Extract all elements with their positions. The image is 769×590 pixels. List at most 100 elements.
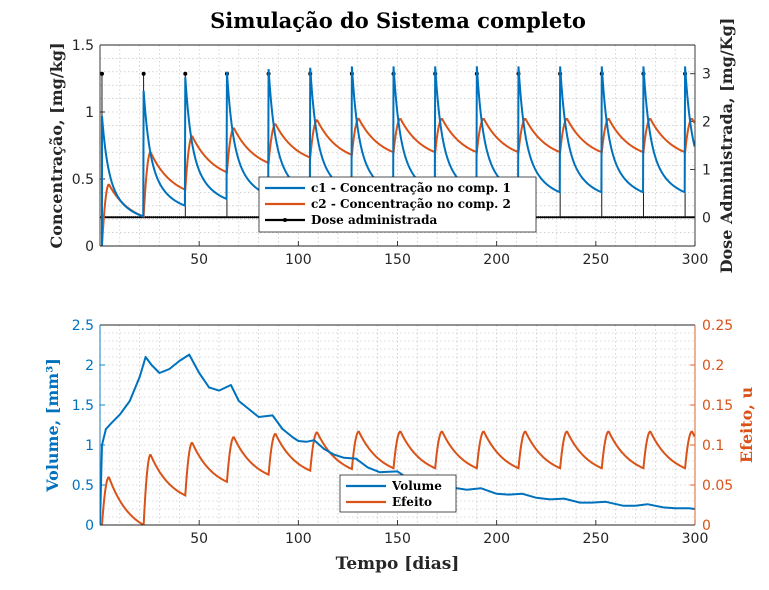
dose-marker	[656, 216, 659, 219]
y-tick-label: 0.5	[72, 172, 94, 188]
dose-marker	[650, 216, 653, 219]
dose-marker	[162, 216, 165, 219]
dose-marker	[648, 216, 651, 219]
dose-marker	[243, 216, 246, 219]
dose-marker	[132, 216, 135, 219]
y-tick-label: 1.5	[72, 398, 94, 414]
dose-marker	[114, 216, 117, 219]
dose-marker	[630, 216, 633, 219]
dose-marker	[176, 216, 179, 219]
y-right-tick-label: 0.2	[702, 358, 724, 374]
dose-marker	[660, 216, 663, 219]
y-right-tick-label: 0.05	[702, 478, 733, 494]
dose-marker	[168, 216, 171, 219]
y-tick-label: 1	[85, 438, 94, 454]
dose-marker	[541, 216, 544, 219]
dose-marker	[682, 216, 685, 219]
dose-marker	[188, 216, 191, 219]
dose-marker	[108, 216, 112, 219]
dose-marker	[120, 216, 123, 219]
dose-marker	[196, 216, 199, 219]
dose-marker	[158, 216, 161, 219]
dose-marker	[204, 216, 207, 219]
x-tick-label: 100	[285, 252, 312, 268]
dose-marker	[638, 216, 641, 219]
dose-marker	[606, 216, 609, 219]
dose-marker	[150, 216, 153, 219]
dose-marker	[572, 216, 576, 219]
x-tick-label: 150	[384, 531, 411, 547]
dose-marker	[598, 216, 601, 219]
dose-marker	[241, 216, 244, 219]
y-tick-label: 1	[85, 105, 94, 121]
legend-entry: c1 - Concentração no comp. 1	[311, 181, 511, 195]
dose-marker	[594, 216, 597, 219]
dose-marker	[146, 216, 149, 219]
y-tick-label: 0	[85, 239, 94, 255]
y-right-tick-label: 0.25	[702, 318, 733, 334]
dose-marker	[164, 216, 167, 219]
dose-marker	[110, 216, 113, 219]
x-tick-label: 300	[682, 531, 709, 547]
dose-marker	[602, 216, 605, 219]
series-efeito-line	[100, 430, 695, 525]
dose-marker	[596, 216, 599, 219]
dose-marker	[634, 216, 637, 219]
y-right-tick-label: 2	[702, 115, 711, 131]
dose-marker	[247, 216, 250, 219]
dose-marker	[670, 216, 673, 219]
dose-marker	[561, 216, 564, 219]
dose-marker	[618, 216, 621, 219]
dose-marker	[547, 216, 550, 219]
legend-entry: Efeito	[392, 495, 432, 509]
series-c1-line	[100, 66, 695, 246]
dose-marker	[215, 216, 219, 219]
dose-marker	[564, 216, 568, 219]
dose-marker	[104, 216, 108, 219]
dose-marker	[251, 216, 254, 219]
dose-marker	[112, 216, 115, 219]
dose-marker	[685, 216, 689, 219]
dose-marker	[235, 216, 238, 219]
dose-marker	[624, 216, 627, 219]
series-volume-line	[100, 353, 695, 525]
dose-marker	[202, 216, 205, 219]
dose-marker	[616, 216, 619, 219]
dose-marker	[570, 216, 574, 219]
legend: c1 - Concentração no comp. 1 c2 - Concent…	[258, 176, 537, 233]
legend-entry: Volume	[391, 479, 442, 493]
dose-marker	[557, 216, 560, 219]
dose-marker	[632, 216, 635, 219]
figure-title: Simulação do Sistema completo	[210, 8, 586, 33]
dose-marker	[231, 216, 234, 219]
dose-marker	[566, 216, 570, 219]
dose-marker	[537, 216, 540, 219]
dose-marker	[200, 216, 203, 219]
dose-marker	[662, 216, 665, 219]
dose-marker	[590, 216, 593, 219]
dose-marker	[207, 216, 211, 219]
dose-marker	[245, 216, 248, 219]
dose-marker	[620, 216, 623, 219]
dose-marker	[668, 216, 671, 219]
dose-marker	[213, 216, 217, 219]
y-tick-label: 0	[85, 518, 94, 534]
dose-marker	[689, 216, 693, 219]
dose-marker	[608, 216, 611, 219]
dose-marker	[190, 216, 193, 219]
dose-marker	[636, 216, 639, 219]
dose-marker	[614, 216, 617, 219]
dose-marker	[586, 216, 590, 219]
dose-marker	[588, 216, 591, 219]
dose-marker	[553, 216, 556, 219]
dose-marker	[654, 216, 657, 219]
dose-marker	[229, 216, 232, 219]
dose-marker	[170, 216, 173, 219]
dose-marker	[249, 216, 252, 219]
dose-marker	[578, 216, 582, 219]
legend-entry: c2 - Concentração no comp. 2	[311, 197, 511, 211]
dose-marker	[233, 216, 236, 219]
dose-marker	[219, 216, 223, 219]
dose-marker	[227, 216, 231, 219]
dose-marker	[122, 216, 125, 219]
